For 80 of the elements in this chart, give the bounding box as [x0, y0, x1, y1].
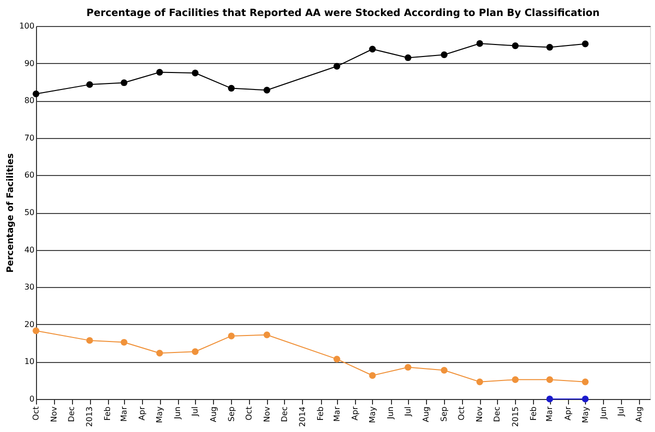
- y-tick-label: 50: [24, 208, 34, 217]
- x-tick-label: 2013: [85, 406, 94, 427]
- x-tick-label: Jun: [173, 406, 182, 420]
- x-tick-label: Feb: [103, 406, 112, 421]
- point: [120, 79, 128, 86]
- y-tick-label: 40: [24, 245, 34, 254]
- y-tick-label: 0: [29, 394, 34, 404]
- x-tick-label: Oct: [457, 406, 466, 420]
- x-tick-label: Mar: [120, 406, 129, 422]
- x-tick-label: Jul: [404, 406, 413, 418]
- point: [582, 396, 589, 402]
- y-tick-label: 70: [24, 133, 34, 142]
- x-tick-label: May: [580, 406, 590, 424]
- point: [546, 376, 554, 383]
- point: [369, 46, 376, 52]
- point: [264, 331, 270, 338]
- y-axis-title: Percentage of Facilities: [6, 153, 16, 273]
- point: [334, 356, 340, 362]
- point: [582, 40, 589, 48]
- y-tick-label: 80: [24, 96, 34, 106]
- point: [156, 68, 163, 76]
- point: [32, 90, 40, 98]
- x-tick-label: Sep: [226, 406, 236, 422]
- x-tick-label: Oct: [244, 406, 254, 420]
- point: [546, 44, 554, 51]
- point: [512, 42, 519, 50]
- x-tick-label: Nov: [50, 406, 59, 422]
- x-tick-label: Aug: [634, 406, 644, 422]
- x-tick-label: May: [368, 406, 377, 424]
- x-tick-label: May: [155, 406, 164, 424]
- point: [404, 364, 412, 371]
- point: [156, 350, 163, 356]
- point: [264, 86, 270, 94]
- x-tick-label: Feb: [316, 406, 326, 421]
- point: [476, 40, 484, 47]
- point: [404, 54, 412, 62]
- point: [228, 332, 235, 340]
- x-tick-label: Apr: [350, 406, 360, 420]
- point: [32, 327, 40, 334]
- point: [476, 378, 484, 386]
- chart-title: Percentage of Facilities that Reported AA were Stocked According to Plan By Classification: [86, 8, 600, 19]
- point: [120, 338, 128, 346]
- x-tick-label: Aug: [208, 406, 218, 422]
- point: [512, 376, 519, 383]
- y-tick-label: 100: [19, 22, 34, 30]
- x-tick-label: Mar: [545, 406, 554, 422]
- y-tick-label: 20: [24, 320, 34, 329]
- x-tick-label: Sep: [440, 406, 449, 422]
- x-tick-label: Oct: [32, 406, 40, 420]
- point: [86, 337, 93, 344]
- point: [86, 81, 93, 88]
- x-tick-label: 2015: [510, 406, 520, 427]
- x-tick-label: Jun: [386, 406, 396, 420]
- x-tick-label: Aug: [422, 406, 431, 422]
- x-tick-label: Jul: [190, 406, 200, 418]
- x-tick-label: Jun: [598, 406, 608, 420]
- x-tick-label: 2014: [298, 406, 307, 427]
- point: [546, 396, 554, 402]
- point: [582, 378, 589, 386]
- point: [334, 62, 340, 70]
- point: [440, 366, 448, 374]
- y-tick-label: 90: [24, 58, 34, 68]
- x-tick-label: Jul: [616, 406, 626, 418]
- point: [440, 51, 448, 58]
- x-tick-label: Apr: [138, 406, 147, 420]
- x-tick-label: Mar: [332, 406, 342, 422]
- y-tick-label: 60: [24, 170, 34, 180]
- x-tick-label: Dec: [492, 406, 502, 422]
- x-tick-label: Apr: [563, 406, 572, 420]
- point: [369, 372, 376, 379]
- x-tick-label: Dec: [67, 406, 76, 422]
- point: [192, 70, 199, 76]
- point: [228, 84, 235, 92]
- point: [192, 348, 199, 355]
- y-tick-label: 10: [24, 357, 34, 366]
- x-tick-label: Feb: [528, 406, 538, 421]
- x-tick-label: Nov: [475, 406, 484, 422]
- y-tick-label: 30: [24, 282, 34, 292]
- x-tick-label: Dec: [280, 406, 289, 422]
- x-tick-label: Nov: [262, 406, 272, 422]
